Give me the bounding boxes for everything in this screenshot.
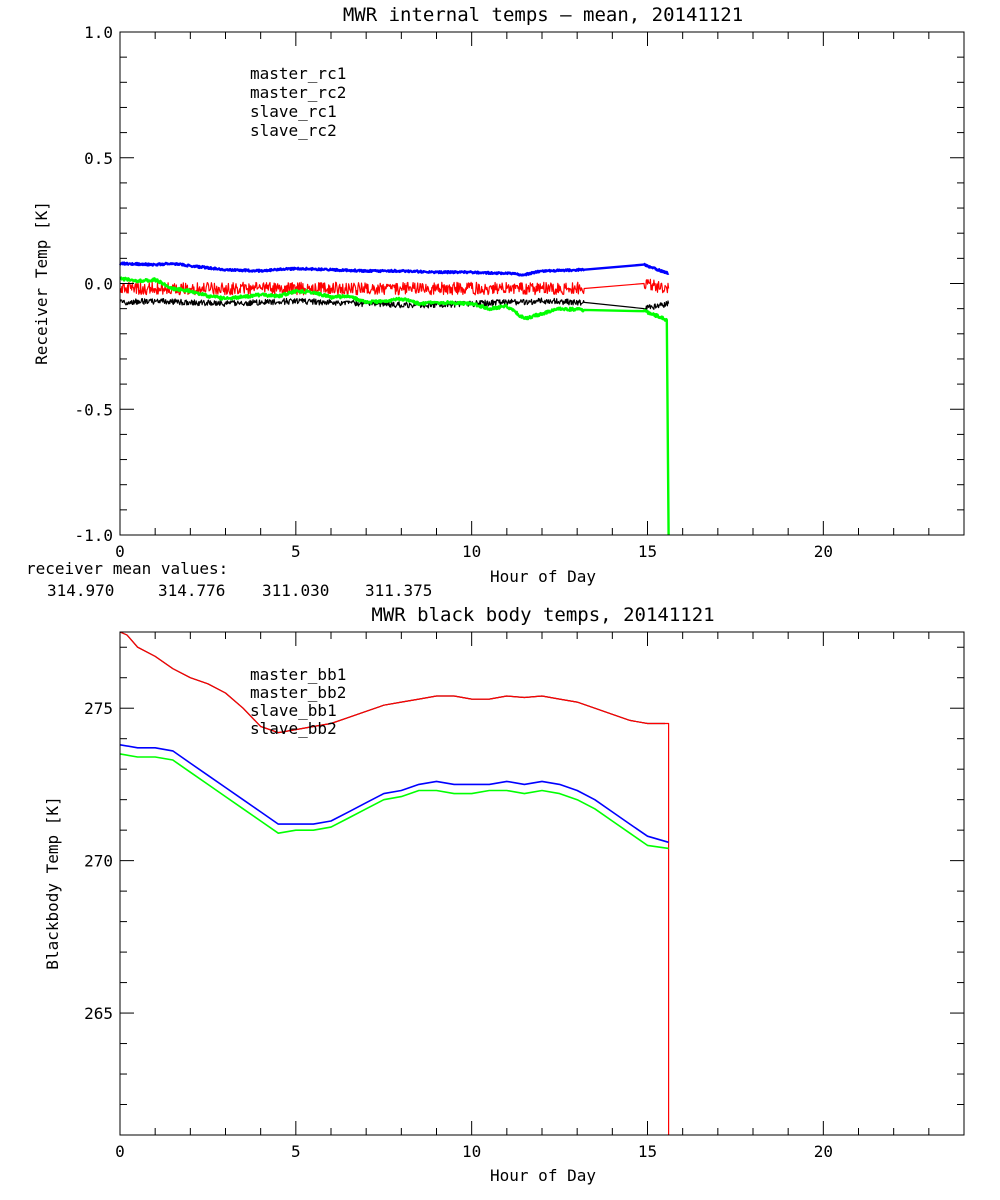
y-tick-label: 0.5 [84,149,113,168]
x-axis-label: Hour of Day [490,1166,596,1185]
mean-value: 311.375 [365,581,432,600]
mean-value: 314.776 [158,581,225,600]
x-tick-label: 0 [115,1142,125,1161]
mean-values: 314.970 314.776 311.030 311.375 [47,581,432,600]
legend-entry: slave_bb1 [250,701,337,720]
mean-values-label: receiver mean values: [26,559,228,578]
y-tick-label: 270 [84,852,113,871]
x-tick-label: 15 [638,1142,657,1161]
series-line-slave-bb1 [119,744,669,844]
legend: master_bb1 master_bb2 slave_bb1 slave_bb… [250,665,346,738]
plot-area: 0 5 10 15 20 -1.0 -0.5 0.0 0.5 1.0 [74,23,965,561]
x-tick-label: 20 [814,542,833,561]
legend-entry: slave_rc2 [250,121,337,140]
chart-title: MWR black body temps, 20141121 [371,604,714,626]
receiver-temp-panel: MWR internal temps – mean, 20141121 0 5 10… [26,4,965,600]
y-axis-label: Blackbody Temp [K] [43,796,62,969]
x-tick-label: 5 [291,1142,301,1161]
mean-value: 314.970 [47,581,114,600]
series-line-slave-rc2 [119,276,670,536]
legend-entry: master_rc1 [250,64,346,83]
series-line-slave-rc1 [119,261,670,277]
x-axis-label: Hour of Day [490,567,596,586]
y-tick-label: 275 [84,699,113,718]
legend-entry: master_bb2 [250,683,346,702]
series-line-master-rc2 [119,278,670,296]
x-tick-label: 10 [462,542,481,561]
y-tick-label: -1.0 [74,526,113,545]
legend-entry: master_bb1 [250,665,346,684]
legend: master_rc1 master_rc2 slave_rc1 slave_rc… [250,64,346,140]
x-tick-label: 20 [814,1142,833,1161]
x-tick-label: 0 [115,542,125,561]
series-line-slave-bb2 [119,753,669,850]
y-tick-label: -0.5 [74,400,113,419]
y-axis-label: Receiver Temp [K] [32,201,51,365]
x-tick-label: 10 [462,1142,481,1161]
y-tick-label: 1.0 [84,23,113,42]
legend-entry: slave_rc1 [250,102,337,121]
mean-value: 311.030 [262,581,329,600]
y-tick-label: 265 [84,1004,113,1023]
x-tick-label: 5 [291,542,301,561]
legend-entry: slave_bb2 [250,719,337,738]
legend-entry: master_rc2 [250,83,346,102]
chart-title: MWR internal temps – mean, 20141121 [343,4,743,26]
plot-area: 0 5 10 15 20 265 270 275 [84,631,965,1161]
x-tick-label: 15 [638,542,657,561]
blackbody-temp-panel: MWR black body temps, 20141121 0 5 10 15 20 2… [43,604,965,1185]
y-tick-label: 0.0 [84,275,113,294]
series-line-master-bb2 [119,631,670,1135]
